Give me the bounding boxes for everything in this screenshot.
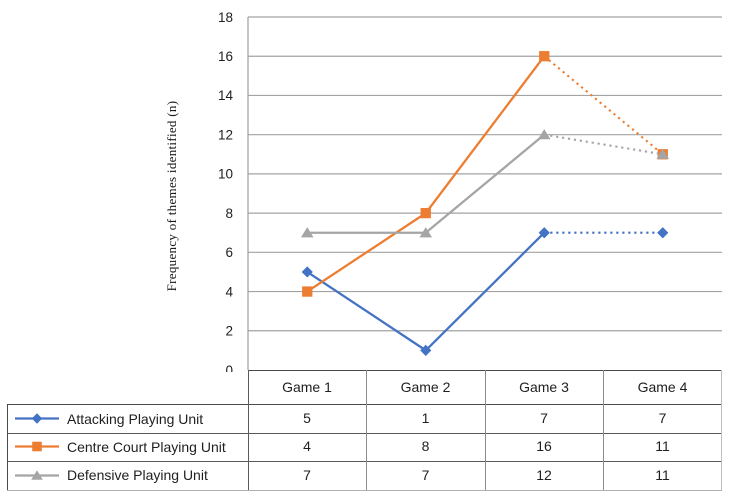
table-value: 7 (658, 410, 667, 426)
triangle-marker-icon (537, 129, 551, 140)
y-tick-label: 6 (225, 245, 233, 260)
square-marker-icon (32, 441, 42, 452)
legend-item-defensive: Defensive Playing Unit (14, 461, 244, 489)
square-marker-icon (302, 286, 313, 297)
legend-key-square-icon (15, 441, 59, 452)
legend-key-diamond-icon (15, 413, 59, 424)
table-col-border (603, 370, 605, 490)
x-category-label: Game 3 (519, 379, 569, 395)
diamond-marker-icon (538, 227, 550, 239)
y-tick-label: 10 (218, 167, 233, 182)
table-value: 16 (536, 438, 552, 454)
table-value: 8 (421, 438, 430, 454)
diamond-marker-icon (420, 344, 432, 356)
y-tick-label: 4 (225, 284, 233, 299)
triangle-marker-icon (31, 469, 43, 480)
table-col-border (484, 370, 486, 490)
diamond-marker-icon (31, 413, 43, 424)
table-value: 5 (303, 410, 311, 426)
table-value: 7 (421, 467, 430, 483)
diamond-marker-icon (301, 266, 313, 278)
series-line-dotted (543, 55, 664, 156)
table-col-border (366, 370, 368, 490)
table-left-border (7, 404, 9, 490)
series-name: Attacking Playing Unit (67, 410, 204, 427)
triangle-marker-icon (656, 148, 670, 159)
x-category-label: Game 2 (400, 379, 451, 395)
x-category-label: Game 4 (637, 379, 688, 395)
legend-item-centre-court: Centre Court Playing Unit (14, 433, 244, 460)
table-row-border (7, 404, 722, 406)
table-bottom-border (7, 490, 722, 492)
table-row-border (7, 432, 722, 434)
table-value: 7 (303, 467, 311, 483)
square-marker-icon (420, 207, 431, 219)
table-value: 7 (540, 410, 548, 426)
chart-canvas: 18 16 14 12 10 8 6 4 2 0 (218, 10, 722, 372)
x-category-label: Game 1 (282, 379, 332, 395)
table-value: 4 (303, 438, 311, 454)
series-name: Defensive Playing Unit (67, 467, 208, 483)
table-value: 11 (655, 467, 670, 483)
legend-key-triangle-icon (15, 469, 59, 480)
table-col-border (247, 370, 249, 490)
table-value: 12 (536, 467, 552, 483)
y-tick-label: 2 (225, 324, 233, 339)
y-tick-label: 8 (225, 206, 233, 221)
y-tick-label: 16 (218, 49, 233, 64)
y-tick-label: 14 (218, 88, 234, 103)
table-value: 11 (655, 438, 670, 454)
table-right-border (721, 370, 723, 490)
legend-item-attacking: Attacking Playing Unit (14, 405, 244, 432)
table-row-border (7, 460, 722, 462)
y-tick-label: 18 (218, 10, 233, 25)
triangle-marker-icon (300, 227, 314, 238)
series-line-dotted (544, 133, 663, 156)
series-name: Centre Court Playing Unit (67, 438, 226, 455)
y-tick-label: 12 (218, 127, 233, 142)
triangle-marker-icon (419, 227, 433, 238)
square-marker-icon (539, 51, 550, 62)
table-value: 1 (421, 410, 430, 426)
y-tick-label: 0 (225, 363, 233, 372)
diamond-marker-icon (657, 227, 669, 239)
